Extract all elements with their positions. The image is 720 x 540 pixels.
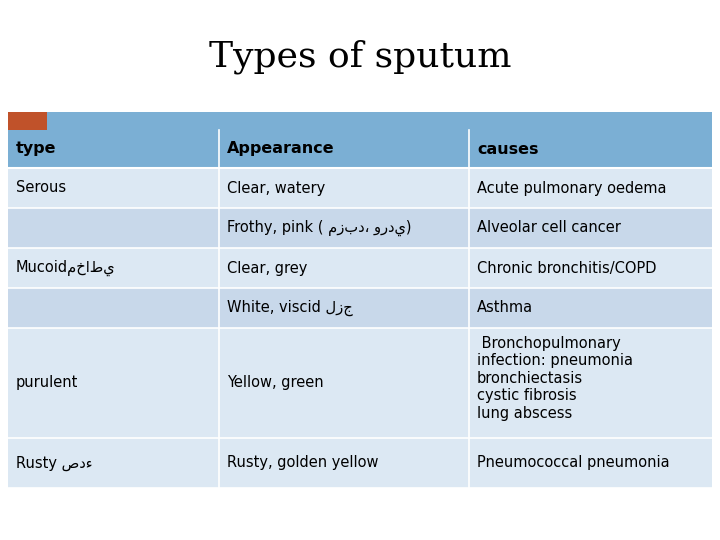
Text: Appearance: Appearance <box>228 141 335 157</box>
Text: Yellow, green: Yellow, green <box>228 375 324 390</box>
Text: Rusty صدء: Rusty صدء <box>16 455 92 471</box>
Text: Serous: Serous <box>16 180 66 195</box>
Bar <box>47 112 712 130</box>
Text: Chronic bronchitis/COPD: Chronic bronchitis/COPD <box>477 260 657 275</box>
Text: type: type <box>16 141 56 157</box>
Text: Asthma: Asthma <box>477 300 534 315</box>
Text: Pneumococcal pneumonia: Pneumococcal pneumonia <box>477 456 670 470</box>
Bar <box>8 168 712 208</box>
Text: causes: causes <box>477 141 539 157</box>
Text: Alveolar cell cancer: Alveolar cell cancer <box>477 220 621 235</box>
Bar <box>8 130 712 168</box>
Bar <box>8 208 712 248</box>
Text: Clear, grey: Clear, grey <box>228 260 307 275</box>
Bar <box>8 288 712 328</box>
Text: Acute pulmonary oedema: Acute pulmonary oedema <box>477 180 667 195</box>
Bar <box>8 248 712 288</box>
Text: Clear, watery: Clear, watery <box>228 180 325 195</box>
Bar <box>8 328 712 438</box>
Text: Frothy, pink ( مزبد، وردي): Frothy, pink ( مزبد، وردي) <box>228 220 412 236</box>
Bar <box>8 438 712 488</box>
Text: purulent: purulent <box>16 375 78 390</box>
Text: Bronchopulmonary
infection: pneumonia
bronchiectasis
cystic fibrosis
lung absces: Bronchopulmonary infection: pneumonia br… <box>477 336 633 421</box>
Bar <box>8 112 47 130</box>
Text: Rusty, golden yellow: Rusty, golden yellow <box>228 456 379 470</box>
Text: Mucoidمخاطي: Mucoidمخاطي <box>16 260 116 276</box>
Text: White, viscid لزج: White, viscid لزج <box>228 300 353 316</box>
Text: Types of sputum: Types of sputum <box>209 40 511 75</box>
